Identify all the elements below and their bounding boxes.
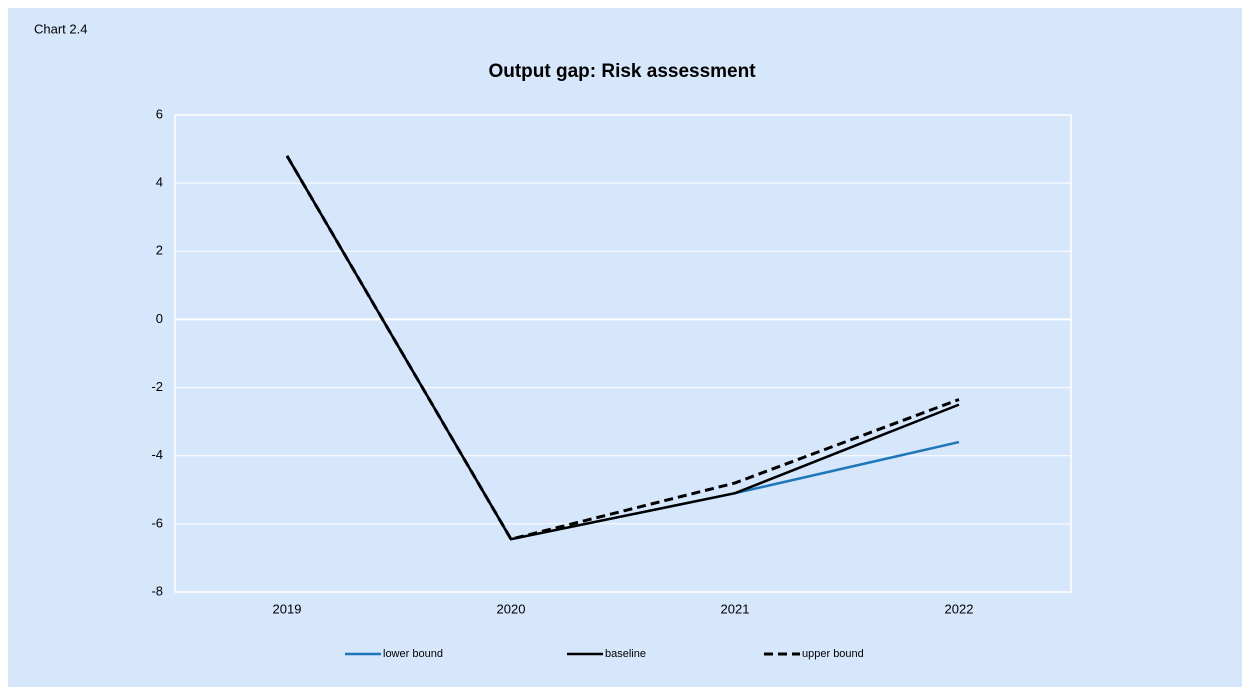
x-tick-label: 2021 bbox=[721, 601, 750, 616]
chart-label: Chart 2.4 bbox=[34, 21, 87, 36]
plot-border bbox=[174, 114, 1072, 593]
legend-label: lower bound bbox=[383, 648, 443, 660]
y-tick-label: -8 bbox=[151, 583, 163, 598]
y-tick-label: -6 bbox=[151, 515, 163, 530]
y-tick-label: -2 bbox=[151, 379, 163, 394]
y-tick-label: 4 bbox=[156, 175, 163, 190]
series-line bbox=[285, 155, 960, 541]
y-tick-label: 6 bbox=[156, 106, 163, 121]
x-tick-label: 2019 bbox=[273, 601, 302, 616]
y-tick-label: 0 bbox=[156, 311, 163, 326]
y-tick-label: -4 bbox=[151, 447, 163, 462]
legend-label: baseline bbox=[605, 648, 646, 660]
y-tick-label: 2 bbox=[156, 243, 163, 258]
chart-title: Output gap: Risk assessment bbox=[488, 61, 756, 82]
x-tick-label: 2020 bbox=[497, 601, 526, 616]
chart-background bbox=[8, 8, 1242, 687]
x-tick-label: 2022 bbox=[945, 601, 974, 616]
legend-label: upper bound bbox=[802, 648, 864, 660]
